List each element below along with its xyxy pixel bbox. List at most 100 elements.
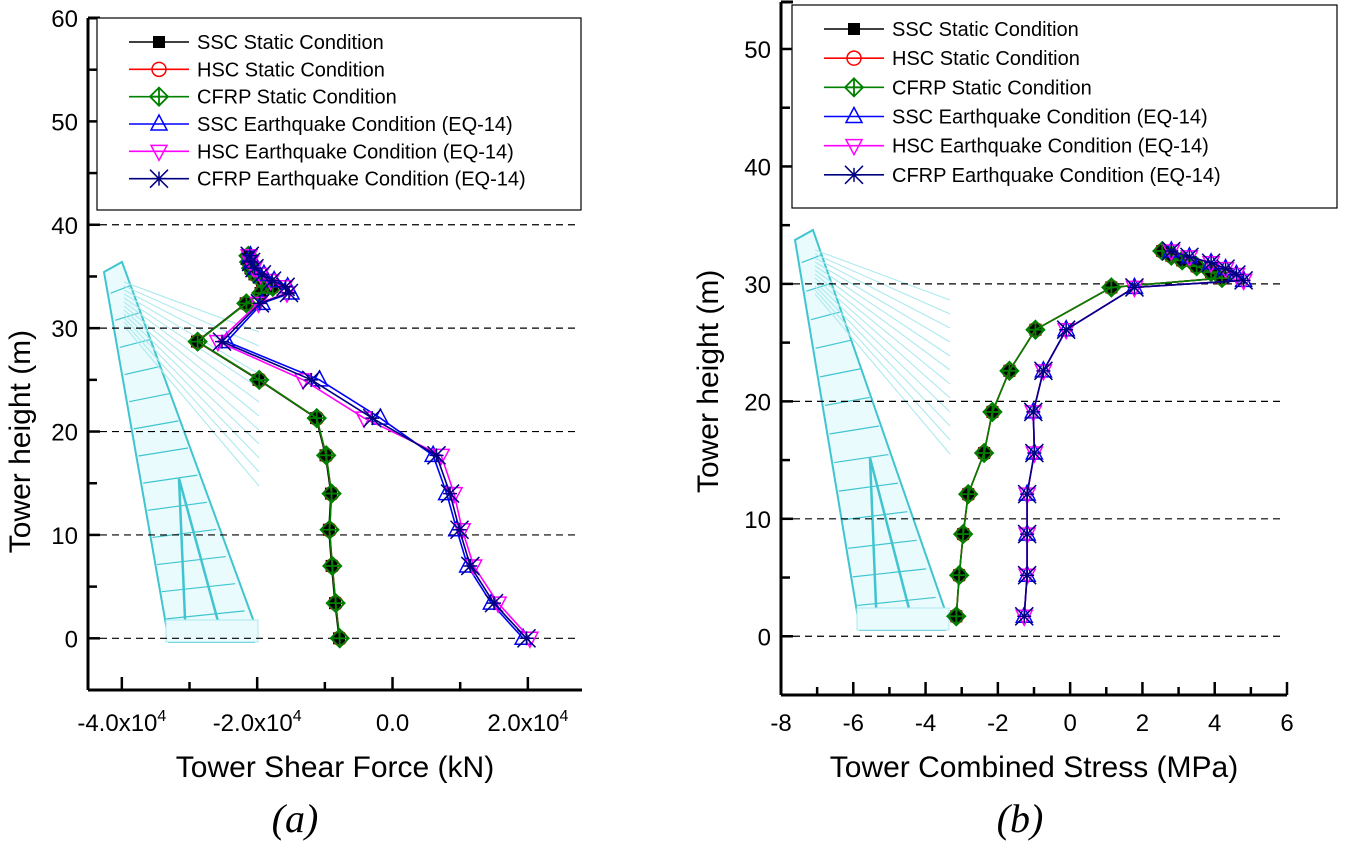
tower-rung: [152, 528, 217, 539]
tower-rung: [848, 539, 917, 549]
stay-cable: [123, 285, 260, 347]
stay-cable: [123, 313, 260, 445]
crossed-diamond-marker: [187, 331, 208, 352]
data-point: [240, 246, 260, 266]
legend-label: CFRP Static Condition: [197, 87, 397, 109]
legend-entry: HSC Earthquake Condition (EQ-14): [824, 136, 1209, 158]
data-point: [426, 445, 447, 465]
x-tick-label: 6: [1280, 710, 1293, 737]
series-line: [220, 255, 528, 639]
y-tick-label: 50: [51, 109, 78, 136]
legend-label: SSC Earthquake Condition (EQ-14): [197, 114, 513, 136]
legend-entry: HSC Static Condition: [824, 48, 1080, 70]
data-point: [948, 564, 970, 586]
series-line: [1023, 250, 1246, 617]
tower-rung: [110, 284, 132, 294]
legend-label: HSC Earthquake Condition (EQ-14): [892, 136, 1209, 158]
data-point: [212, 332, 232, 352]
stay-cable: [814, 257, 951, 329]
legend-entry: CFRP Static Condition: [824, 77, 1092, 99]
tick-base: -4.0x10: [77, 710, 157, 737]
data-point: [1033, 361, 1053, 381]
data-point: [516, 628, 537, 648]
data-point: [322, 555, 343, 577]
data-point: [1161, 241, 1181, 261]
series-ssc-earthquake-condition-eq-14-: [1014, 240, 1253, 624]
legend-label: SSC Static Condition: [197, 32, 384, 54]
data-point: [315, 445, 337, 466]
y-tick-label: 30: [744, 272, 771, 299]
y-tick-label: 60: [51, 6, 78, 33]
x-tick-label: 0: [1063, 710, 1076, 737]
crossed-diamond-marker: [999, 360, 1020, 382]
x-tick-label: 0.0: [376, 710, 409, 737]
stay-cable: [123, 317, 260, 459]
y-tick-label: 20: [744, 389, 771, 416]
crossed-diamond-marker: [982, 401, 1003, 423]
crossed-diamond-marker: [843, 77, 865, 98]
legend-entry: SSC Static Condition: [824, 19, 1079, 41]
tick-exponent: 4: [157, 708, 166, 725]
tower-rung: [834, 453, 889, 464]
tower-rung: [133, 420, 179, 430]
data-point: [973, 442, 995, 464]
tick-base: -2.0x10: [213, 710, 293, 737]
data-point: [321, 483, 342, 504]
data-point: [249, 296, 268, 314]
x-tick-label: -2: [987, 710, 1008, 737]
y-tick-label: 10: [744, 507, 771, 534]
data-point: [1179, 247, 1199, 267]
data-point: [440, 484, 460, 504]
crossed-diamond-marker: [322, 555, 343, 577]
tower-rung: [157, 555, 226, 566]
tower-rung: [138, 447, 189, 457]
data-point: [306, 407, 328, 429]
legend: SSC Static Condition HSC Static Condition…: [96, 17, 582, 211]
data-point: [149, 113, 169, 131]
data-point: [244, 258, 265, 278]
crossed-diamond-marker: [952, 523, 974, 545]
series-line: [1023, 250, 1246, 617]
data-point: [1014, 606, 1034, 626]
y-tick-label: 0: [65, 626, 78, 653]
data-point: [843, 77, 865, 98]
tower-illustration: [102, 260, 260, 643]
legend-label: CFRP Static Condition: [892, 77, 1092, 99]
data-point: [957, 483, 979, 505]
crossed-diamond-marker: [329, 628, 351, 649]
tower-base: [165, 619, 259, 643]
legend-label: HSC Earthquake Condition (EQ-14): [197, 141, 514, 163]
data-point: [982, 401, 1003, 423]
y-tick-label: 0: [758, 624, 771, 651]
data-point: [262, 271, 282, 291]
legend-entry: SSC Earthquake Condition (EQ-14): [824, 105, 1208, 129]
data-point: [844, 105, 864, 124]
data-point: [252, 264, 272, 284]
data-point: [276, 277, 296, 297]
crossed-diamond-marker: [1025, 319, 1046, 340]
data-point: [946, 606, 967, 627]
x-tick-label: 2.0x104: [487, 708, 568, 737]
data-point: [248, 369, 270, 391]
data-point: [1234, 270, 1254, 290]
data-point: [952, 523, 974, 545]
tower-base: [856, 607, 950, 631]
data-point: [460, 556, 480, 576]
series-cfrp-earthquake-condition-eq-14-: [212, 246, 537, 648]
stay-cable: [814, 249, 951, 301]
data-point: [449, 520, 470, 540]
series-cfrp-static-condition: [946, 240, 1233, 627]
y-tick-label: 30: [51, 316, 78, 343]
x-tick-label: 2: [1136, 710, 1149, 737]
tower-rung: [124, 365, 160, 376]
x-tick-label: -2.0x104: [213, 708, 302, 737]
data-point: [1201, 253, 1221, 273]
legend-label: HSC Static Condition: [892, 48, 1080, 70]
stay-cable: [814, 293, 951, 455]
legend-entry: HSC Static Condition: [129, 59, 385, 81]
legend-entry: CFRP Earthquake Condition (EQ-14): [129, 169, 526, 191]
data-point: [319, 519, 340, 541]
stay-cable: [123, 301, 260, 403]
stay-cable: [814, 285, 951, 427]
stay-cable: [123, 293, 260, 375]
